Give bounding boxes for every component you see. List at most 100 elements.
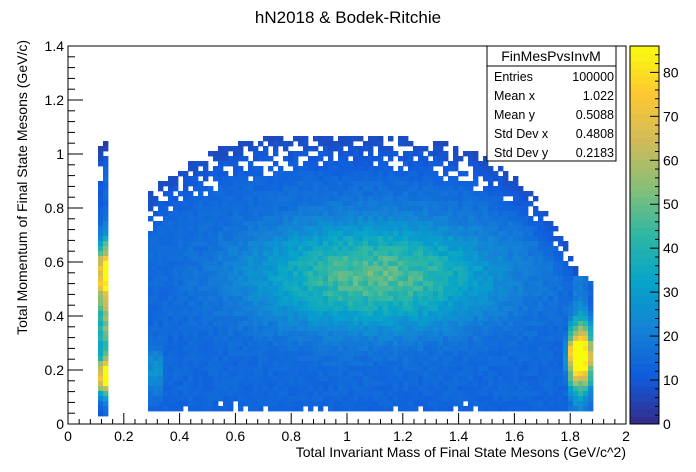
heatmap-cell	[408, 296, 414, 302]
heatmap-cell	[578, 326, 584, 332]
heatmap-cell	[178, 201, 184, 207]
heatmap-cell	[443, 356, 449, 362]
heatmap-cell	[163, 326, 169, 332]
heatmap-cell	[193, 241, 199, 247]
heatmap-cell	[218, 406, 224, 412]
heatmap-cell	[368, 181, 374, 187]
heatmap-cell	[438, 261, 444, 267]
heatmap-cell	[263, 216, 269, 222]
heatmap-cell	[258, 376, 264, 382]
heatmap-cell	[523, 381, 529, 387]
heatmap-cell	[233, 191, 239, 197]
heatmap-cell	[98, 326, 104, 332]
heatmap-cell	[388, 136, 394, 142]
heatmap-cell	[323, 251, 329, 257]
heatmap-cell	[373, 141, 379, 147]
heatmap-cell	[158, 301, 164, 307]
heatmap-cell	[458, 311, 464, 317]
heatmap-cell	[418, 286, 424, 292]
heatmap-cell	[378, 326, 384, 332]
heatmap-cell	[458, 366, 464, 372]
heatmap-cell	[403, 351, 409, 357]
heatmap-cell	[298, 396, 304, 402]
heatmap-cell	[283, 311, 289, 317]
heatmap-cell	[398, 406, 404, 412]
heatmap-cell	[508, 381, 514, 387]
heatmap-cell	[528, 276, 534, 282]
heatmap-cell	[568, 266, 574, 272]
heatmap-cell	[458, 356, 464, 362]
heatmap-cell	[233, 356, 239, 362]
heatmap-cell	[233, 181, 239, 187]
heatmap-cell	[213, 291, 219, 297]
heatmap-cell	[338, 341, 344, 347]
heatmap-cell	[183, 311, 189, 317]
heatmap-cell	[503, 386, 509, 392]
color-scale-band	[630, 91, 659, 100]
heatmap-cell	[268, 221, 274, 227]
heatmap-cell	[308, 281, 314, 287]
heatmap-cell	[208, 336, 214, 342]
heatmap-cell	[538, 226, 544, 232]
heatmap-cell	[428, 231, 434, 237]
heatmap-cell	[513, 381, 519, 387]
heatmap-cell	[498, 311, 504, 317]
heatmap-cell	[408, 181, 414, 187]
heatmap-cell	[463, 386, 469, 392]
heatmap-cell	[333, 321, 339, 327]
heatmap-cell	[468, 341, 474, 347]
heatmap-cell	[203, 236, 209, 242]
heatmap-cell	[358, 236, 364, 242]
heatmap-cell	[443, 206, 449, 212]
heatmap-cell	[443, 311, 449, 317]
heatmap-cell	[488, 396, 494, 402]
heatmap-cell	[423, 266, 429, 272]
heatmap-cell	[203, 231, 209, 237]
color-scale-band	[630, 348, 659, 357]
heatmap-cell	[563, 266, 569, 272]
heatmap-cell	[428, 281, 434, 287]
heatmap-cell	[538, 276, 544, 282]
heatmap-cell	[198, 401, 204, 407]
heatmap-cell	[328, 301, 334, 307]
heatmap-cell	[423, 286, 429, 292]
heatmap-cell	[148, 366, 154, 372]
heatmap-cell	[188, 306, 194, 312]
heatmap-cell	[213, 256, 219, 262]
heatmap-cell	[523, 396, 529, 402]
heatmap-cell	[333, 166, 339, 172]
heatmap-cell	[258, 271, 264, 277]
heatmap-cell	[258, 396, 264, 402]
heatmap-cell	[468, 191, 474, 197]
heatmap-cell	[418, 241, 424, 247]
heatmap-cell	[533, 291, 539, 297]
heatmap-cell	[493, 321, 499, 327]
heatmap-cell	[548, 361, 554, 367]
heatmap-cell	[223, 356, 229, 362]
heatmap-cell	[338, 191, 344, 197]
heatmap-cell	[188, 211, 194, 217]
heatmap-cell	[503, 341, 509, 347]
heatmap-cell	[518, 351, 524, 357]
heatmap-cell	[198, 386, 204, 392]
heatmap-cell	[153, 326, 159, 332]
heatmap-cell	[183, 181, 189, 187]
heatmap-cell	[233, 151, 239, 157]
heatmap-cell	[468, 321, 474, 327]
heatmap-cell	[493, 316, 499, 322]
heatmap-cell	[493, 176, 499, 182]
heatmap-cell	[368, 306, 374, 312]
heatmap-cell	[148, 321, 154, 327]
heatmap-cell	[253, 381, 259, 387]
heatmap-cell	[283, 351, 289, 357]
heatmap-cell	[438, 301, 444, 307]
heatmap-cell	[408, 206, 414, 212]
heatmap-cell	[558, 376, 564, 382]
heatmap-cell	[448, 361, 454, 367]
heatmap-cell	[328, 336, 334, 342]
heatmap-cell	[288, 301, 294, 307]
heatmap-cell	[543, 306, 549, 312]
heatmap-cell	[353, 396, 359, 402]
heatmap-cell	[233, 361, 239, 367]
heatmap-cell	[418, 166, 424, 172]
